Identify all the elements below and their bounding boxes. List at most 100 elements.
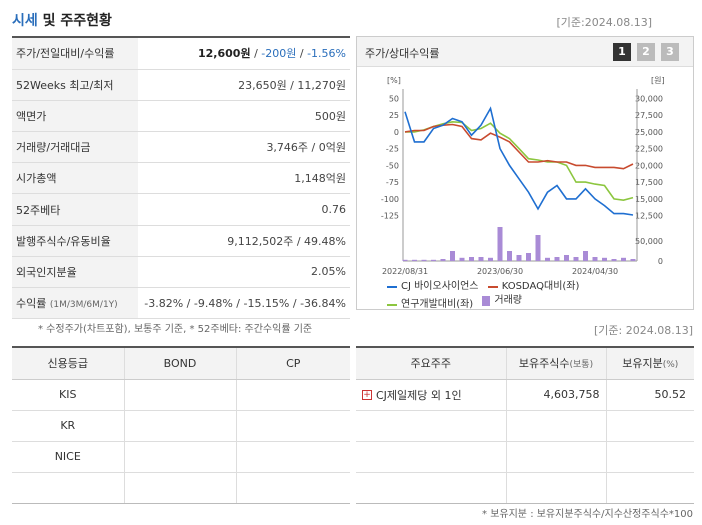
volume-bar	[583, 251, 588, 261]
legend-swatch	[387, 286, 397, 288]
holder-name-label: CJ제일제당 외 1인	[376, 388, 462, 402]
volume-bar	[507, 251, 512, 261]
table-cell	[605, 472, 694, 504]
volume-bar	[592, 257, 598, 261]
chart-page-1[interactable]: 1	[613, 43, 631, 61]
shareholders-table: 주요주주 보유주식수(보통) 보유지분(%) + CJ제일제당 외 1인 4,60…	[356, 346, 694, 504]
table-row	[356, 441, 694, 473]
shares-cell: 4,603,758	[505, 379, 606, 411]
volume-bar	[611, 259, 617, 261]
divider	[12, 36, 350, 38]
chart-header: 주가/상대수익률 1 2 3	[357, 37, 693, 67]
row-key-sub: (1M/3M/6M/1Y)	[49, 300, 118, 311]
left-tick-label: 25	[389, 111, 399, 120]
right-tick-label: 22,500	[635, 145, 663, 154]
price: 12,600원	[198, 47, 251, 61]
table-cell	[605, 441, 694, 473]
header-label: 보유주식수	[518, 357, 570, 371]
table-cell	[605, 410, 694, 442]
legend-swatch	[487, 286, 498, 288]
volume-tick-label: 0	[658, 257, 663, 266]
legend-label: 거래량	[494, 295, 522, 306]
table-row: 52Weeks 최고/최저 23,650원 / 11,270원	[12, 69, 350, 101]
row-key: 주가/전일대비/수익률	[12, 38, 138, 70]
volume-bar	[516, 255, 522, 261]
left-tick-label: -75	[386, 178, 399, 187]
table-cell: NICE	[12, 441, 124, 473]
title-rest: 및 주주현황	[37, 13, 112, 29]
chart-page-3[interactable]: 3	[661, 43, 679, 61]
table-cell	[505, 441, 606, 473]
row-value: 0.76	[138, 193, 350, 226]
row-key: 52Weeks 최고/최저	[12, 69, 138, 101]
right-tick-label: 30,000	[635, 94, 663, 103]
quote-info-table: 주가/전일대비/수익률 12,600원 / -200원 / -1.56% 52W…	[12, 38, 350, 320]
volume-bar	[554, 257, 560, 261]
page-title: 시세 및 주주현황	[12, 10, 112, 30]
table-cell	[505, 472, 606, 504]
volume-bar	[440, 259, 446, 261]
base-date-2: [기준: 2024.08.13]	[593, 324, 693, 337]
column-header: 주요주주	[356, 346, 506, 380]
change: -200원	[261, 47, 297, 61]
volume-bar	[421, 259, 427, 261]
chart-page-2[interactable]: 2	[637, 43, 655, 61]
legend-swatch	[482, 296, 491, 306]
chart-legend: CJ 바이오사이언스 KOSDAQ대비(좌) 연구개발대비(좌) 거래량	[387, 279, 687, 312]
volume-bar	[469, 257, 474, 261]
right-tick-label: 17,500	[635, 178, 663, 187]
title-highlight: 시세	[12, 13, 38, 29]
table-row	[356, 410, 694, 442]
footnote: * 수정주가(차트포함), 보통주 기준, * 52주베타: 주간수익률 기준	[38, 324, 313, 335]
row-value: 500원	[138, 100, 350, 133]
volume-bar	[478, 257, 484, 261]
row-key: 52주베타	[12, 193, 138, 226]
left-tick-label: -100	[381, 195, 399, 204]
table-row: 주가/전일대비/수익률 12,600원 / -200원 / -1.56%	[12, 38, 350, 70]
volume-bar	[450, 251, 455, 261]
table-cell	[235, 472, 350, 504]
x-tick-label: 2022/08/31	[382, 267, 428, 276]
column-header: 신용등급	[12, 346, 124, 380]
table-row	[12, 472, 350, 504]
header-unit: (보통)	[569, 360, 594, 371]
expand-icon[interactable]: +	[362, 389, 372, 400]
header-label: 보유지분	[622, 357, 663, 371]
table-cell	[123, 410, 236, 442]
volume-bar	[431, 259, 436, 261]
column-header: 보유지분(%)	[605, 346, 694, 380]
base-date: [기준:2024.08.13]	[556, 16, 652, 29]
rate: -1.56%	[307, 47, 346, 61]
table-cell	[356, 441, 506, 473]
right-axis-unit: [원]	[651, 76, 665, 85]
left-tick-label: -125	[381, 212, 399, 221]
table-row: + CJ제일제당 외 1인 4,603,758 50.52	[356, 379, 694, 411]
right-tick-label: 25,000	[635, 128, 663, 137]
holder-name[interactable]: + CJ제일제당 외 1인	[362, 387, 462, 403]
row-key-main: 수익률	[16, 297, 47, 311]
row-value: 23,650원 / 11,270원	[138, 69, 350, 101]
row-key: 시가총액	[12, 162, 138, 195]
right-tick-label: 15,000	[635, 195, 663, 204]
table-row: NICE	[12, 441, 350, 473]
separator: /	[296, 47, 308, 61]
row-value: -3.82% / -9.48% / -15.15% / -36.84%	[138, 287, 350, 320]
table-cell	[235, 410, 350, 442]
table-row: 외국인지분율 2.05%	[12, 256, 350, 289]
row-value: 12,600원 / -200원 / -1.56%	[138, 38, 350, 70]
separator: /	[250, 47, 262, 61]
header-unit: (%)	[662, 360, 679, 371]
left-tick-label: 50	[389, 94, 399, 103]
volume-bar	[573, 257, 579, 261]
volume-bar	[412, 259, 417, 261]
legend-label: CJ 바이오사이언스	[401, 281, 479, 292]
column-header: 보유주식수(보통)	[505, 346, 606, 380]
table-row: KIS	[12, 379, 350, 411]
legend-item: CJ 바이오사이언스	[387, 280, 479, 294]
table-cell	[235, 379, 350, 411]
volume-bar	[602, 257, 607, 261]
table-header-row: 주요주주 보유주식수(보통) 보유지분(%)	[356, 346, 694, 380]
row-value: 9,112,502주 / 49.48%	[138, 225, 350, 257]
volume-bar	[621, 257, 626, 261]
row-key: 외국인지분율	[12, 256, 138, 289]
